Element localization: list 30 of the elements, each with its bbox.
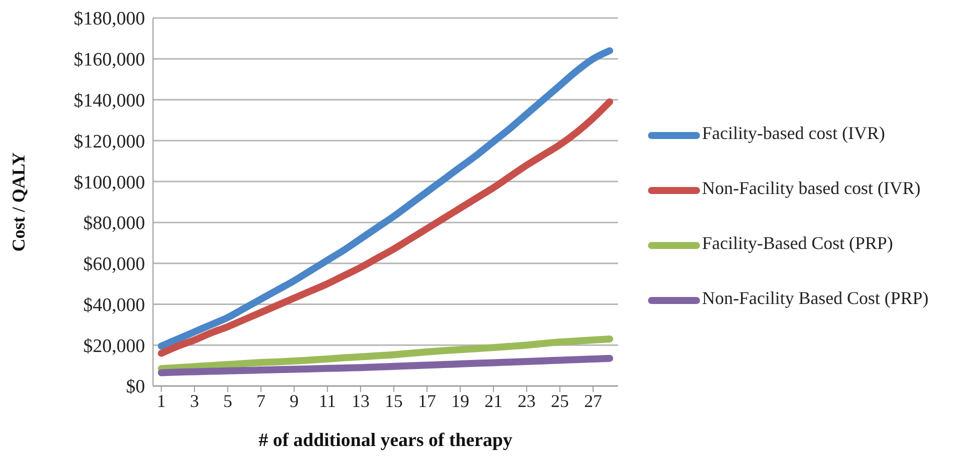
- y-tick-label: $160,000: [74, 50, 145, 71]
- y-tick-label: $40,000: [83, 294, 145, 316]
- x-tick-label: 19: [451, 390, 470, 411]
- legend-label: Facility-based cost (IVR): [702, 123, 886, 144]
- legend-label: Facility-Based Cost (PRP): [702, 233, 894, 254]
- y-tick-label: $140,000: [74, 90, 145, 112]
- legend-label: Non-Facility Based Cost (PRP): [702, 288, 930, 309]
- y-tick-label: $60,000: [83, 254, 145, 276]
- y-tick-label: $100,000: [74, 172, 145, 194]
- x-tick-label: 25: [550, 390, 569, 411]
- y-tick-label: $180,000: [74, 8, 145, 30]
- x-tick-label: 15: [384, 390, 403, 411]
- x-tick-label: 9: [290, 390, 299, 411]
- x-tick-label: 11: [318, 390, 336, 411]
- x-tick-label: 23: [518, 390, 536, 411]
- x-axis-title: # of additional years of therapy: [258, 430, 513, 451]
- x-tick-label: 7: [256, 390, 266, 411]
- y-tick-label: $80,000: [83, 213, 145, 234]
- x-tick-label: 27: [584, 390, 602, 411]
- x-tick-label: 21: [484, 390, 502, 411]
- y-tick-label: $120,000: [74, 131, 145, 152]
- x-tick-label: 3: [190, 390, 200, 411]
- y-tick-label: $0: [126, 376, 145, 398]
- x-tick-label: 1: [156, 390, 166, 411]
- x-tick-label: 5: [223, 390, 232, 411]
- legend-label: Non-Facility based cost (IVR): [702, 178, 922, 199]
- x-tick-label: 13: [352, 390, 370, 411]
- x-tick-label: 17: [418, 390, 436, 411]
- y-tick-label: $20,000: [83, 336, 145, 357]
- y-axis-title: Cost / QALY: [8, 152, 28, 252]
